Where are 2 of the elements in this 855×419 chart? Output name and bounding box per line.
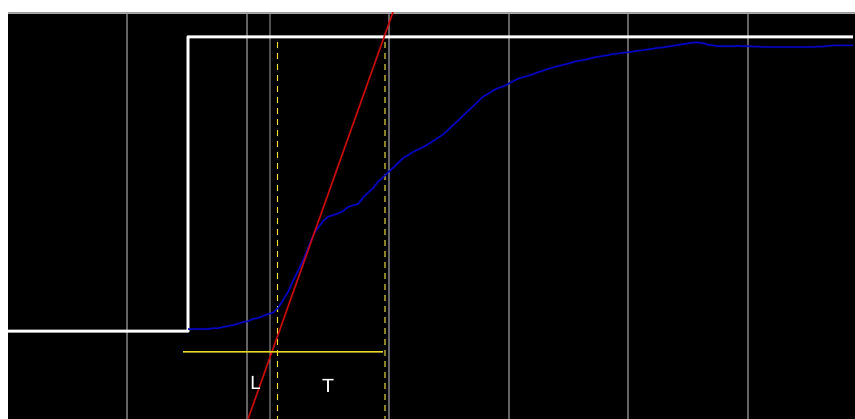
annotation: L xyxy=(248,373,262,394)
annotation: T xyxy=(322,376,334,397)
